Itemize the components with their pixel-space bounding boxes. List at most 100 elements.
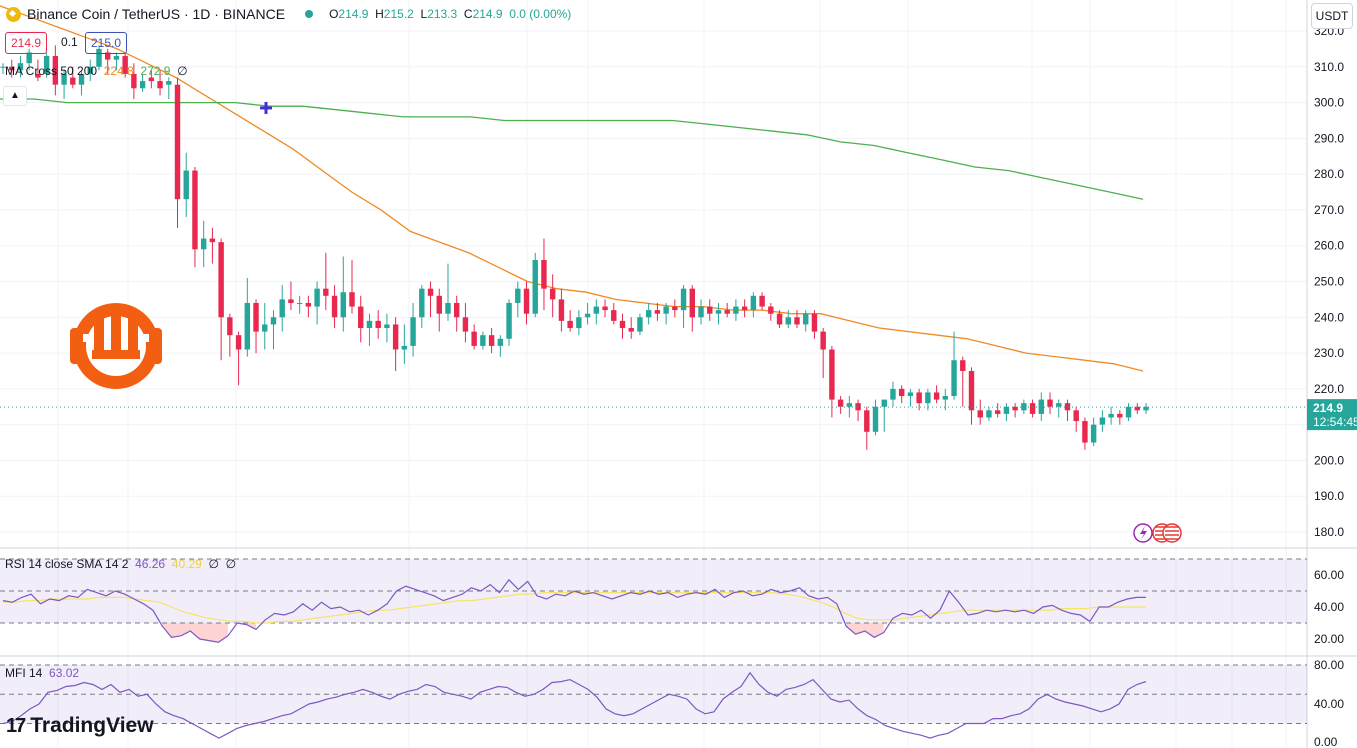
last-price-tag: 214.912:54:45 xyxy=(0,399,1357,431)
candle xyxy=(1090,417,1097,447)
candle-body xyxy=(1056,403,1062,407)
candle xyxy=(253,299,259,354)
candle xyxy=(898,385,905,404)
candle-body xyxy=(139,81,146,89)
candle-body xyxy=(1099,417,1106,425)
price-axis-label: 260.0 xyxy=(1314,239,1344,253)
candle-body xyxy=(994,410,1001,414)
candle-body xyxy=(192,170,198,250)
candle xyxy=(270,310,277,350)
candle xyxy=(907,388,914,407)
candle xyxy=(794,310,800,329)
candle-body xyxy=(1117,413,1123,418)
last-price-tag-bg xyxy=(1307,399,1357,431)
rsi-oversold-fill xyxy=(162,623,228,643)
candle xyxy=(279,285,285,332)
candle xyxy=(9,59,15,78)
candle-body xyxy=(925,392,931,404)
candle-body xyxy=(9,66,15,71)
candle xyxy=(366,313,373,346)
candle-body xyxy=(340,292,346,318)
candle xyxy=(113,52,120,71)
candle-body xyxy=(174,84,181,200)
mfi-legend[interactable]: MFI 14 63.02 xyxy=(5,666,80,680)
candle-body xyxy=(759,295,765,307)
price-axis-label: 240.0 xyxy=(1314,310,1344,324)
candle xyxy=(759,292,765,311)
candle xyxy=(52,45,59,96)
candle xyxy=(1064,399,1071,422)
candle-body xyxy=(619,320,626,329)
candle xyxy=(558,288,565,332)
price-axis[interactable]: 180.0190.0200.0210.0220.0230.0240.0250.0… xyxy=(1314,24,1344,748)
candle xyxy=(1108,406,1114,425)
candle xyxy=(349,260,355,314)
candle-body xyxy=(715,310,722,314)
currency-button[interactable]: USDT xyxy=(1311,3,1353,29)
candle xyxy=(977,399,983,425)
ma50-line xyxy=(0,5,1144,372)
candle xyxy=(811,310,818,339)
candle xyxy=(384,313,390,343)
lightning-glyph xyxy=(1140,526,1147,540)
candle xyxy=(942,388,949,411)
candle xyxy=(532,252,538,318)
candle-body xyxy=(1108,413,1114,418)
mfi-line xyxy=(2,671,1147,739)
market-open-icon xyxy=(305,10,314,18)
candle xyxy=(0,63,6,74)
price-axis-label: 300.0 xyxy=(1314,96,1344,110)
candle-body xyxy=(855,403,861,411)
candle xyxy=(148,70,155,89)
candle xyxy=(497,335,504,357)
candle-body xyxy=(200,238,207,250)
sell-price-button[interactable]: 214.9 xyxy=(5,32,48,54)
candle-body xyxy=(645,310,652,318)
candle-body xyxy=(392,324,399,350)
ohlc-values: O214.9 H215.2 L213.3 C214.9 0.0 (0.00%) xyxy=(329,7,572,21)
rsi-legend[interactable]: RSI 14 close SMA 14 2 46.26 40.29 ∅ ∅ xyxy=(5,557,237,571)
candle xyxy=(776,310,783,329)
candle xyxy=(707,299,713,321)
candle-body xyxy=(323,288,329,296)
candle xyxy=(986,406,992,422)
candle xyxy=(488,328,495,354)
collapse-legend-button[interactable]: ▲ xyxy=(3,86,27,106)
candle-body xyxy=(698,306,704,318)
candle xyxy=(506,299,512,346)
candle xyxy=(672,299,678,318)
candle-body xyxy=(1003,406,1010,414)
candle xyxy=(576,310,582,336)
price-axis-label: 220.0 xyxy=(1314,382,1344,396)
candle-body xyxy=(1125,406,1132,418)
candle xyxy=(1134,403,1140,414)
candle-body xyxy=(349,292,355,307)
candle xyxy=(122,52,128,78)
candle-body xyxy=(707,306,713,314)
candle xyxy=(296,295,303,314)
candle-body xyxy=(933,392,940,400)
candle-body xyxy=(401,345,408,350)
symbol-header[interactable]: Binance Coin / TetherUS · 1D · BINANCE O… xyxy=(6,6,571,22)
candle xyxy=(288,281,294,311)
candle-body xyxy=(829,349,835,400)
candle-body xyxy=(122,56,128,74)
candle-body xyxy=(1082,421,1088,443)
candle xyxy=(305,295,312,318)
buy-price-button[interactable]: 215.0 xyxy=(85,32,128,54)
candle-body xyxy=(235,335,242,350)
candle xyxy=(419,285,425,329)
candle-body xyxy=(113,56,120,60)
ma-cross-legend[interactable]: MA Cross 50 200 224.8 272.9 ∅ xyxy=(5,64,188,78)
candle-body xyxy=(846,403,853,407)
candle xyxy=(1003,403,1010,422)
candle-body xyxy=(183,170,189,200)
event-icons[interactable] xyxy=(1133,523,1182,543)
candle-body xyxy=(549,288,556,300)
candle-body xyxy=(663,306,669,314)
candle xyxy=(227,313,233,357)
candle-body xyxy=(462,317,469,332)
candle xyxy=(855,399,861,422)
candle-body xyxy=(741,306,748,311)
